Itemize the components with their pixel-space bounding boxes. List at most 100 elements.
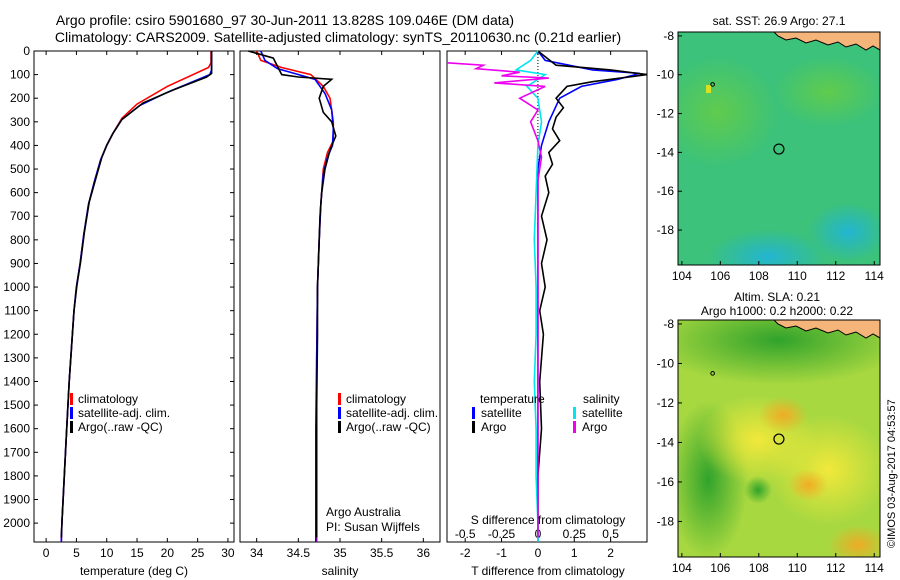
x-tick-label: -2 [460,546,471,560]
map-y-tick-label: -14 [657,435,675,449]
x-tick-label: 0 [535,546,542,560]
temperature-legend: climatology satellite-adj. clim. Argo(..… [70,392,170,434]
temperature-panel: 0100200300400500600700800900100011001200… [3,44,235,578]
sst-map-frame [677,31,881,266]
x-tick-label: -1 [496,546,507,560]
sst-map-axes: 104 106 108 110 112 114 -8 -10 -12 -14 -16 -18 [657,29,884,283]
x-tick-label: 5 [73,546,80,560]
profile-line [60,51,213,543]
legend-swatch-temp-argo [472,421,475,433]
map-y-tick-label: -10 [657,356,675,370]
map-x-tick-label: 104 [672,561,692,575]
secondary-position-marker [710,82,715,87]
y-tick-label: 1900 [3,493,30,507]
map-x-tick-label: 108 [749,269,769,283]
y-tick-label: 600 [10,186,30,200]
sla-map-title: Altim. SLA: 0.21 [734,290,820,304]
s-difference-tick-label: 0.5 [602,527,619,541]
sla-map: Altim. SLA: 0.21 Argo h1000: 0.2 h2000: … [657,290,884,575]
y-tick-label: 0 [23,44,30,58]
y-tick-label: 1000 [3,280,30,294]
figure-title-line2: Climatology: CARS2009. Satellite-adjuste… [55,29,621,45]
map-y-tick-label: -16 [657,475,675,489]
map-x-tick-label: 106 [710,561,730,575]
temperature-x-axis: 0 5 10 15 20 25 30 [43,51,235,560]
profile-line [248,50,337,538]
legend-label-climatology: climatology [78,392,138,406]
legend-label-satellite: satellite-adj. clim. [346,406,438,420]
x-tick-label: 30 [221,546,235,560]
difference-axes-frame [446,50,648,543]
legend-swatch-satellite [338,407,341,419]
s-difference-tick-label: -0.25 [488,527,516,541]
salinity-x-axis: 34 34.5 35 35.5 36 [250,51,430,560]
profile-line [260,50,335,542]
y-tick-label: 1500 [3,398,30,412]
annotation-pi: PI: Susan Wijffels [326,520,420,534]
legend-label-satellite: satellite-adj. clim. [78,406,170,420]
map-y-tick-label: -12 [657,107,675,121]
temperature-profiles [60,51,213,543]
map-x-tick-label: 104 [672,269,692,283]
legend-swatch-temp-satellite [472,407,475,419]
x-tick-label: 1 [571,546,578,560]
difference-legend: temperature satellite Argo salinity sate… [472,392,623,434]
s-difference-tick-label: -0.5 [455,527,476,541]
profile-line [513,50,548,542]
x-tick-label: 20 [161,546,175,560]
map-x-tick-label: 110 [788,561,807,575]
y-tick-label: 700 [10,209,30,223]
y-tick-label: 1300 [3,351,30,365]
salinity-panel: 34 34.5 35 35.5 36 salinity climatology sate… [239,50,441,578]
map-x-tick-label: 114 [865,561,884,575]
map-x-tick-label: 108 [749,561,769,575]
profile-line [60,51,213,538]
y-tick-label: 1200 [3,327,30,341]
sst-warm-patch [678,57,778,167]
sst-warm-patch [773,57,880,127]
map-y-tick-label: -14 [657,145,675,159]
y-tick-label: 300 [10,115,30,129]
y-tick-label: 200 [10,91,30,105]
sst-map-field [678,32,880,265]
map-x-tick-label: 112 [826,269,845,283]
y-tick-label: 1700 [3,445,30,459]
y-tick-label: 900 [10,256,30,270]
y-tick-label: 1100 [4,304,30,318]
profile-line [537,50,648,538]
legend-label-sal-satellite: satellite [582,406,623,420]
legend-label-sal-argo: Argo [582,420,608,434]
salinity-legend: climatology satellite-adj. clim. Argo(..… [338,392,438,434]
salinity-axes-frame [239,50,441,543]
secondary-position-marker [710,371,715,376]
sla-low-patch [678,320,880,385]
sst-cool-patch [808,202,880,262]
x-tick-label: 2 [607,546,614,560]
y-tick-label: 800 [10,233,30,247]
y-tick-label: 500 [10,162,30,176]
sst-cool-patch [708,229,828,265]
legend-swatch-climatology [70,393,73,405]
map-y-tick-label: -16 [657,184,675,198]
legend-title-salinity: salinity [583,392,620,406]
legend-swatch-argo [70,421,73,433]
y-tick-label: 1400 [3,374,30,388]
sla-map-axes: 104 106 108 110 112 114 -8 -10 -12 -14 -16 -18 [657,317,884,575]
x-tick-label: 35 [333,546,347,560]
y-tick-label: 1800 [3,469,30,483]
map-y-tick-label: -12 [657,396,675,410]
sla-peak-patch [758,397,808,433]
y-tick-label: 100 [10,68,30,82]
temperature-x-label: temperature (deg C) [80,564,188,578]
land-java [773,32,880,51]
legend-label-climatology: climatology [346,392,406,406]
t-difference-label: T difference from climatology [471,564,625,578]
depth-axis: 0 100 200 300 400 500 600 700 800 900 1000 1100 1200… [3,44,234,530]
profile-line [446,62,549,538]
sla-map-field [678,320,880,557]
sst-map: sat. SST: 26.9 Argo: 27.1 104 106 108 110 11… [657,14,884,283]
argo-position-marker [773,143,785,155]
legend-swatch-sal-argo [573,421,576,433]
y-tick-label: 2000 [3,516,30,530]
map-x-tick-label: 114 [865,269,884,283]
